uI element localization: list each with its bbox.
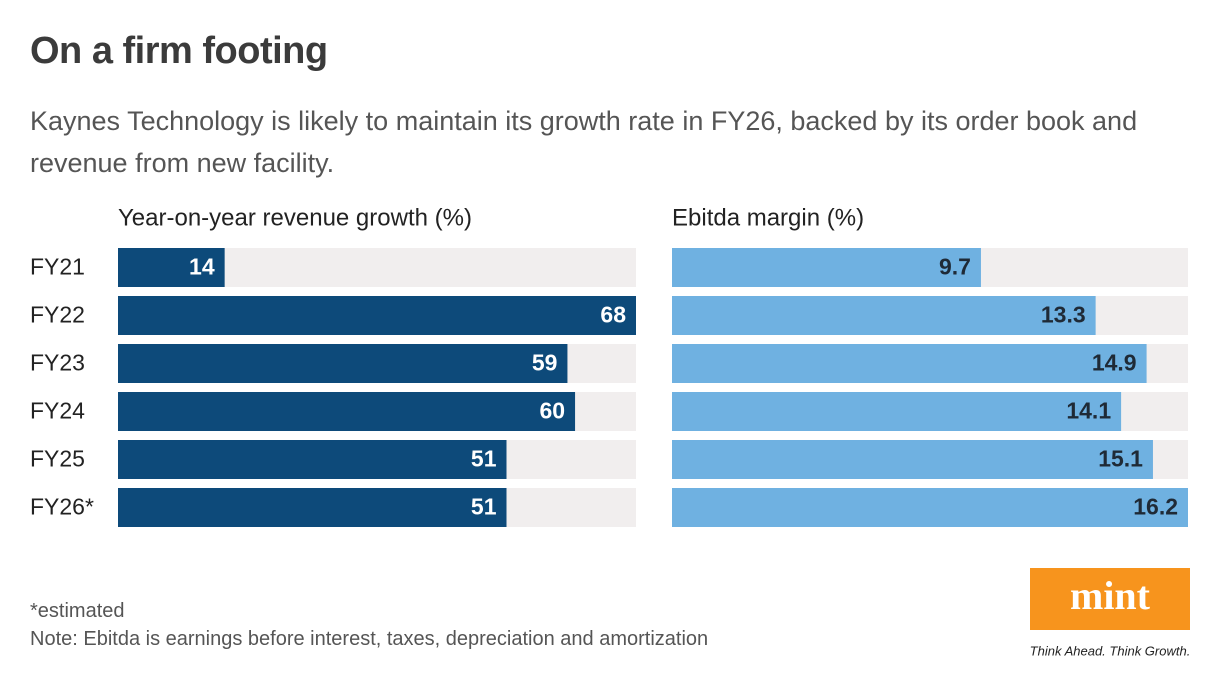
footnote: *estimated — [30, 600, 125, 622]
bar — [672, 344, 1147, 383]
value-label: 51 — [471, 494, 497, 520]
bar — [672, 440, 1153, 479]
category-label: FY21 — [30, 254, 85, 280]
category-label: FY25 — [30, 446, 85, 472]
logo-name: mint — [1070, 573, 1151, 618]
panel-title: Year-on-year revenue growth (%) — [118, 204, 472, 231]
note: Note: Ebitda is earnings before interest… — [30, 628, 709, 650]
logo-tagline: Think Ahead. Think Growth. — [1030, 643, 1191, 658]
subtitle: Kaynes Technology is likely to maintain … — [30, 106, 1138, 178]
category-label: FY22 — [30, 302, 85, 328]
bar — [672, 296, 1096, 335]
logo-box — [1030, 568, 1190, 630]
value-label: 9.7 — [939, 254, 971, 280]
category-label: FY26* — [30, 494, 94, 520]
value-label: 14.9 — [1092, 350, 1137, 376]
category-label: FY24 — [30, 398, 85, 424]
value-label: 68 — [600, 302, 626, 328]
panel-title: Ebitda margin (%) — [672, 204, 864, 231]
bar — [672, 248, 981, 287]
bar — [118, 248, 225, 287]
value-label: 14 — [189, 254, 215, 280]
bar — [118, 296, 636, 335]
bar — [118, 440, 507, 479]
bar — [118, 344, 568, 383]
bar — [118, 488, 507, 527]
value-label: 13.3 — [1041, 302, 1086, 328]
value-label: 60 — [539, 398, 565, 424]
bar — [672, 392, 1122, 431]
title: On a firm footing — [30, 30, 328, 72]
category-label: FY23 — [30, 350, 85, 376]
bar — [118, 392, 576, 431]
value-label: 15.1 — [1098, 446, 1143, 472]
bar — [672, 488, 1188, 527]
value-label: 14.1 — [1066, 398, 1111, 424]
value-label: 16.2 — [1133, 494, 1178, 520]
value-label: 59 — [532, 350, 558, 376]
value-label: 51 — [471, 446, 497, 472]
